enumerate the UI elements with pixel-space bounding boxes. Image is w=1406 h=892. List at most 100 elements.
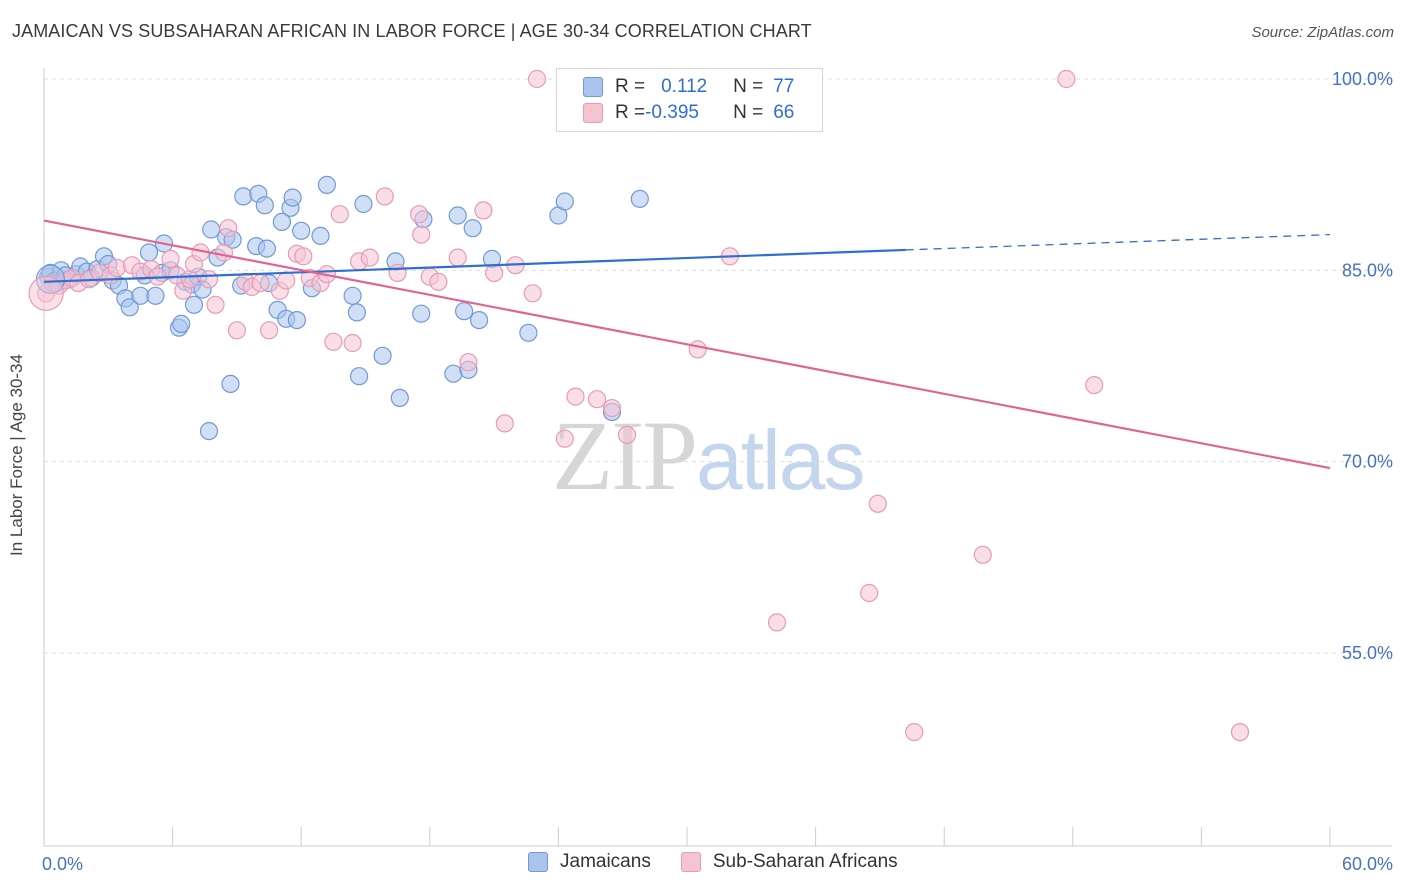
jamaican-point bbox=[373, 346, 392, 365]
jamaican-trend-extension bbox=[905, 233, 1331, 251]
y-tick-label: 85.0% bbox=[1342, 260, 1393, 280]
legend-r-value: -0.395 bbox=[645, 102, 699, 123]
jamaican-point bbox=[146, 286, 165, 305]
jamaican-point bbox=[444, 364, 463, 383]
subsaharan-point bbox=[412, 225, 431, 244]
x-tick-label: 60.0% bbox=[1342, 854, 1393, 874]
jamaican-point bbox=[287, 311, 306, 330]
subsaharan-point bbox=[360, 248, 379, 267]
subsaharan-point bbox=[199, 270, 219, 289]
subsaharan-point bbox=[1230, 722, 1250, 742]
subsaharan-point bbox=[1085, 376, 1104, 395]
jamaican-point bbox=[131, 286, 150, 305]
y-tick-label: 70.0% bbox=[1342, 452, 1393, 472]
jamaican-point bbox=[317, 175, 336, 194]
jamaican-point bbox=[390, 388, 409, 407]
jamaican-point bbox=[184, 295, 204, 314]
jamaican-point bbox=[343, 286, 362, 305]
legend-row-subsaharan: R = -0.395 N = 66 bbox=[583, 101, 794, 125]
subsaharan-point bbox=[260, 321, 279, 340]
jamaican-point bbox=[283, 188, 302, 207]
subsaharan-point bbox=[28, 275, 64, 311]
subsaharan-trend-line bbox=[43, 219, 1331, 470]
legend-r-label: R = bbox=[615, 76, 646, 97]
jamaican-point bbox=[455, 302, 474, 321]
bottom-legend-jamaicans: Jamaicans bbox=[528, 851, 651, 873]
jamaican-point bbox=[139, 243, 159, 262]
subsaharan-point bbox=[448, 248, 467, 267]
legend-r-label: R = bbox=[615, 102, 646, 123]
subsaharan-point bbox=[161, 249, 180, 268]
jamaican-point bbox=[354, 194, 373, 214]
subsaharan-point bbox=[410, 205, 429, 224]
jamaican-point bbox=[120, 298, 139, 317]
chart-title: JAMAICAN VS SUBSAHARAN AFRICAN IN LABOR … bbox=[12, 21, 812, 41]
legend-swatch-pink bbox=[583, 103, 603, 123]
jamaican-point bbox=[272, 212, 291, 231]
jamaican-point bbox=[234, 187, 253, 206]
y-tick-label: 55.0% bbox=[1342, 643, 1393, 663]
subsaharan-point bbox=[324, 332, 343, 351]
legend-n-label: N = bbox=[733, 102, 764, 123]
subsaharan-point bbox=[587, 390, 607, 409]
jamaican-point bbox=[172, 314, 191, 333]
subsaharan-point bbox=[429, 272, 448, 291]
subsaharan-point bbox=[343, 333, 362, 353]
jamaican-point bbox=[311, 226, 330, 245]
jamaican-point bbox=[292, 221, 311, 240]
jamaican-point bbox=[555, 192, 574, 211]
jamaican-point bbox=[347, 303, 366, 322]
legend-box: R = 0.112 N = 77 R = -0.395 N = 66 bbox=[556, 68, 823, 132]
subsaharan-point bbox=[388, 263, 407, 282]
subsaharan-point bbox=[180, 270, 199, 289]
watermark: ZIPatlas bbox=[552, 398, 865, 513]
subsaharan-point bbox=[495, 414, 514, 433]
jamaican-point bbox=[448, 206, 467, 225]
subsaharan-point bbox=[868, 494, 887, 513]
subsaharan-point bbox=[219, 219, 238, 238]
subsaharan-point bbox=[206, 295, 225, 314]
subsaharan-point bbox=[214, 243, 234, 262]
jamaican-trend-line bbox=[43, 248, 906, 283]
subsaharan-point bbox=[688, 340, 707, 359]
source-label: Source: ZipAtlas.com bbox=[1251, 24, 1394, 41]
jamaican-point bbox=[199, 422, 219, 441]
subsaharan-point bbox=[767, 613, 787, 632]
bottom-legend: Jamaicans Sub-Saharan Africans bbox=[528, 851, 928, 873]
legend-n-value: 77 bbox=[773, 76, 795, 97]
subsaharan-point bbox=[527, 69, 547, 89]
bottom-legend-label: Jamaicans bbox=[560, 851, 651, 872]
legend-r-value: 0.112 bbox=[661, 76, 708, 97]
jamaican-point bbox=[463, 219, 482, 238]
subsaharan-point bbox=[523, 284, 542, 303]
subsaharan-point bbox=[294, 247, 313, 266]
subsaharan-point bbox=[602, 399, 622, 418]
jamaican-point bbox=[470, 311, 489, 330]
bottom-legend-swatch-pink bbox=[680, 852, 701, 872]
subsaharan-point bbox=[459, 353, 478, 372]
jamaican-point bbox=[221, 374, 240, 393]
subsaharan-point bbox=[566, 387, 585, 406]
subsaharan-point bbox=[485, 263, 504, 282]
subsaharan-point bbox=[375, 187, 394, 206]
jamaican-point bbox=[202, 220, 221, 239]
subsaharan-point bbox=[860, 583, 879, 603]
jamaican-point bbox=[412, 304, 431, 323]
watermark-atlas: atlas bbox=[696, 413, 865, 507]
subsaharan-point bbox=[555, 429, 574, 448]
bottom-legend-label: Sub-Saharan Africans bbox=[712, 851, 898, 872]
subsaharan-point bbox=[330, 205, 349, 224]
legend-n-value: 66 bbox=[773, 102, 795, 123]
subsaharan-point bbox=[973, 545, 992, 564]
subsaharan-point bbox=[905, 722, 924, 742]
subsaharan-point bbox=[107, 258, 127, 277]
subsaharan-point bbox=[474, 201, 493, 220]
legend-n-label: N = bbox=[733, 76, 764, 97]
jamaican-point bbox=[350, 367, 369, 386]
bottom-legend-subsaharan: Sub-Saharan Africans bbox=[680, 851, 898, 873]
legend-swatch-blue bbox=[583, 77, 603, 97]
subsaharan-point bbox=[251, 274, 270, 293]
y-tick-label: 100.0% bbox=[1332, 69, 1393, 89]
bottom-legend-swatch-blue bbox=[528, 852, 548, 872]
